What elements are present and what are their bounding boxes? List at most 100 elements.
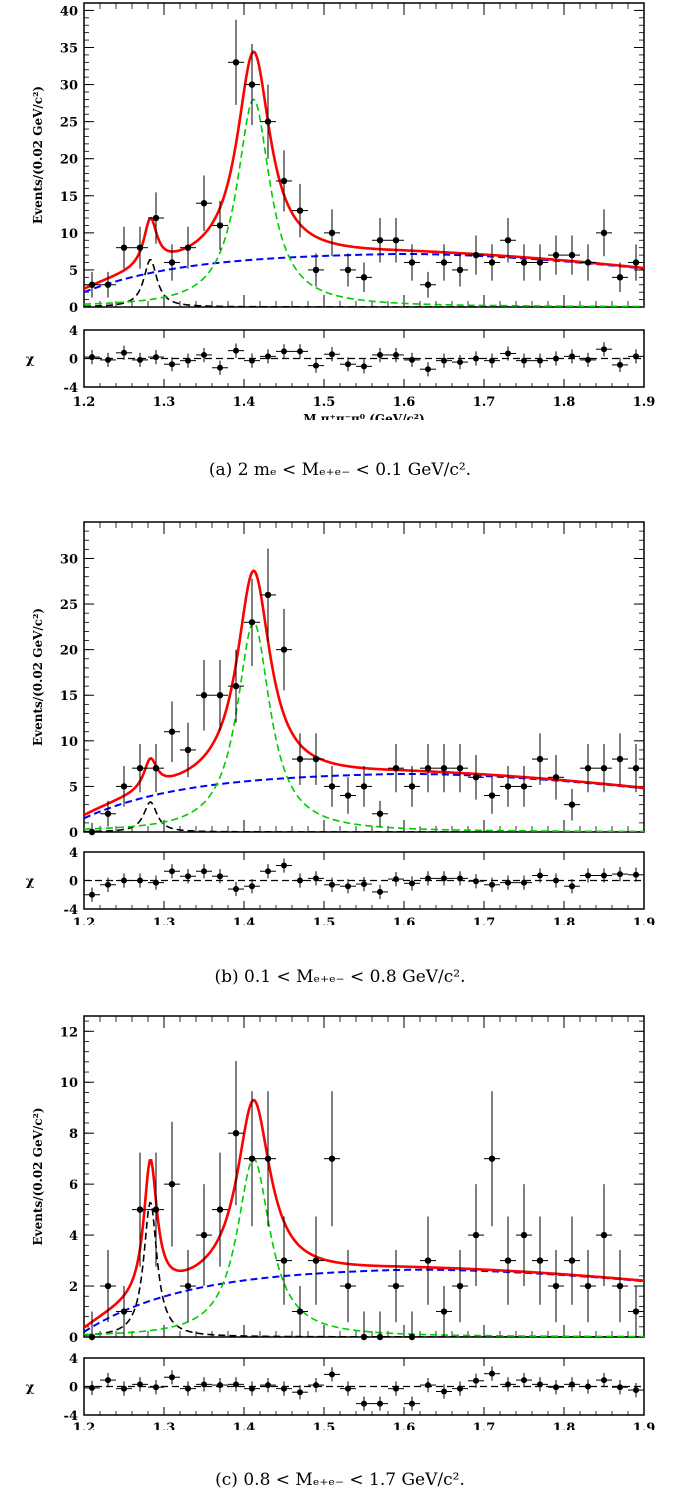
y-tick-label: 35	[60, 41, 78, 56]
res-y-tick-label: 0	[69, 1381, 78, 1396]
residual-point	[489, 357, 495, 364]
residual-point	[169, 868, 175, 875]
data-point	[88, 828, 96, 836]
y-tick-label: 15	[60, 689, 78, 704]
x-tick-label: 1.9	[633, 1421, 656, 1430]
residual-point	[169, 361, 175, 368]
x-tick-label: 1.8	[553, 1421, 576, 1430]
residual-point	[345, 883, 351, 890]
data-point	[168, 259, 176, 266]
res-y-tick-label: 4	[69, 324, 78, 339]
residual-point	[281, 862, 287, 869]
residual-point	[185, 357, 191, 364]
residual-point	[569, 883, 575, 890]
data-point	[152, 214, 160, 222]
residual-point	[137, 1381, 143, 1388]
chart-b: 0 5 10 15 20 25 30 -4 0 4 1.2 1.3 1.4 1.5 1.6 1.7 1.8 1.9…	[26, 521, 655, 925]
data-point	[312, 266, 320, 274]
f2-curve	[84, 801, 644, 832]
y-tick-label: 20	[60, 644, 78, 659]
residual-point	[377, 1400, 383, 1407]
residual-point	[153, 354, 159, 361]
residual-point	[313, 362, 319, 369]
residual-point	[329, 1371, 335, 1378]
y-tick-label: 40	[60, 4, 78, 19]
data-point	[632, 259, 640, 266]
x-tick-label: 1.6	[393, 395, 416, 410]
residual-point	[297, 1389, 303, 1396]
data-point	[504, 783, 512, 790]
y-tick-label: 2	[69, 1280, 78, 1295]
residual-point	[425, 1382, 431, 1389]
y-tick-label: 30	[60, 552, 78, 567]
data-point	[120, 783, 128, 790]
data-point	[200, 1231, 208, 1239]
y-tick-label: 6	[69, 1178, 78, 1193]
data-point	[344, 1282, 352, 1290]
data-point	[104, 810, 112, 817]
residual-point	[345, 1385, 351, 1392]
y-tick-label: 0	[69, 1331, 78, 1346]
data-point	[552, 774, 560, 781]
data-point	[552, 251, 560, 259]
residual-point	[233, 886, 239, 893]
data-point	[280, 1257, 288, 1264]
y-tick-label: 0	[69, 826, 78, 841]
residual-point	[425, 366, 431, 373]
residual-point	[569, 353, 575, 360]
data-point	[408, 1333, 416, 1341]
data-point	[168, 728, 176, 735]
residual-point	[617, 1384, 623, 1391]
residual-point	[105, 881, 111, 888]
residual-point	[297, 348, 303, 355]
residual-point	[601, 872, 607, 879]
chart-a: 0 5 10 15 20 25 30 35 40 -4 0 4 1.2 1.3 1.4 1.5 1.6 1.7 1.…	[26, 2, 655, 420]
data-point	[504, 237, 512, 244]
data-point	[616, 755, 624, 763]
data-point	[488, 259, 496, 266]
residual-point	[201, 1381, 207, 1388]
data-point	[568, 1257, 576, 1264]
residual-point	[121, 877, 127, 884]
residual-point	[89, 891, 95, 898]
data-point	[568, 251, 576, 259]
residual-point	[361, 1400, 367, 1407]
data-point	[184, 1282, 192, 1290]
data-point	[456, 1282, 464, 1290]
residual-point	[601, 1377, 607, 1384]
x-tick-label: 1.4	[233, 916, 256, 925]
data-point	[600, 764, 608, 772]
data-point	[616, 1282, 624, 1290]
y-tick-label: 10	[60, 227, 78, 242]
data-point	[424, 1257, 432, 1264]
total-fit-curve	[84, 50, 644, 290]
x-tick-label: 1.4	[233, 1421, 256, 1430]
caption-c: (c) 0.8 < Mₑ₊ₑ₋ < 1.7 GeV/c².	[215, 1470, 465, 1490]
x-tick-label: 1.6	[393, 916, 416, 925]
data-point	[328, 783, 336, 790]
residual-point	[281, 1385, 287, 1392]
residual-point	[137, 356, 143, 363]
data-point	[616, 274, 624, 281]
chart-panel-b: 0 5 10 15 20 25 30 -4 0 4 1.2 1.3 1.4 1.5 1.6 1.7 1.8 1.9…	[0, 505, 680, 987]
data-point	[216, 222, 224, 229]
residual-point	[553, 1384, 559, 1391]
data-point	[472, 251, 480, 259]
residual-point	[265, 868, 271, 875]
residual-point	[505, 1381, 511, 1388]
data-point	[248, 81, 256, 88]
data-point	[536, 755, 544, 763]
residual-point	[217, 1382, 223, 1389]
residual-point	[377, 888, 383, 895]
residual-point	[441, 875, 447, 882]
x-tick-label: 1.7	[473, 1421, 496, 1430]
residual-point	[537, 357, 543, 364]
data-point	[392, 1282, 400, 1290]
data-point	[360, 274, 368, 281]
f2-curve	[84, 258, 644, 307]
data-point	[280, 646, 288, 653]
x-tick-label: 1.2	[73, 1421, 96, 1430]
data-point	[600, 229, 608, 237]
y-tick-label: 30	[60, 79, 78, 94]
data-point	[88, 281, 96, 288]
